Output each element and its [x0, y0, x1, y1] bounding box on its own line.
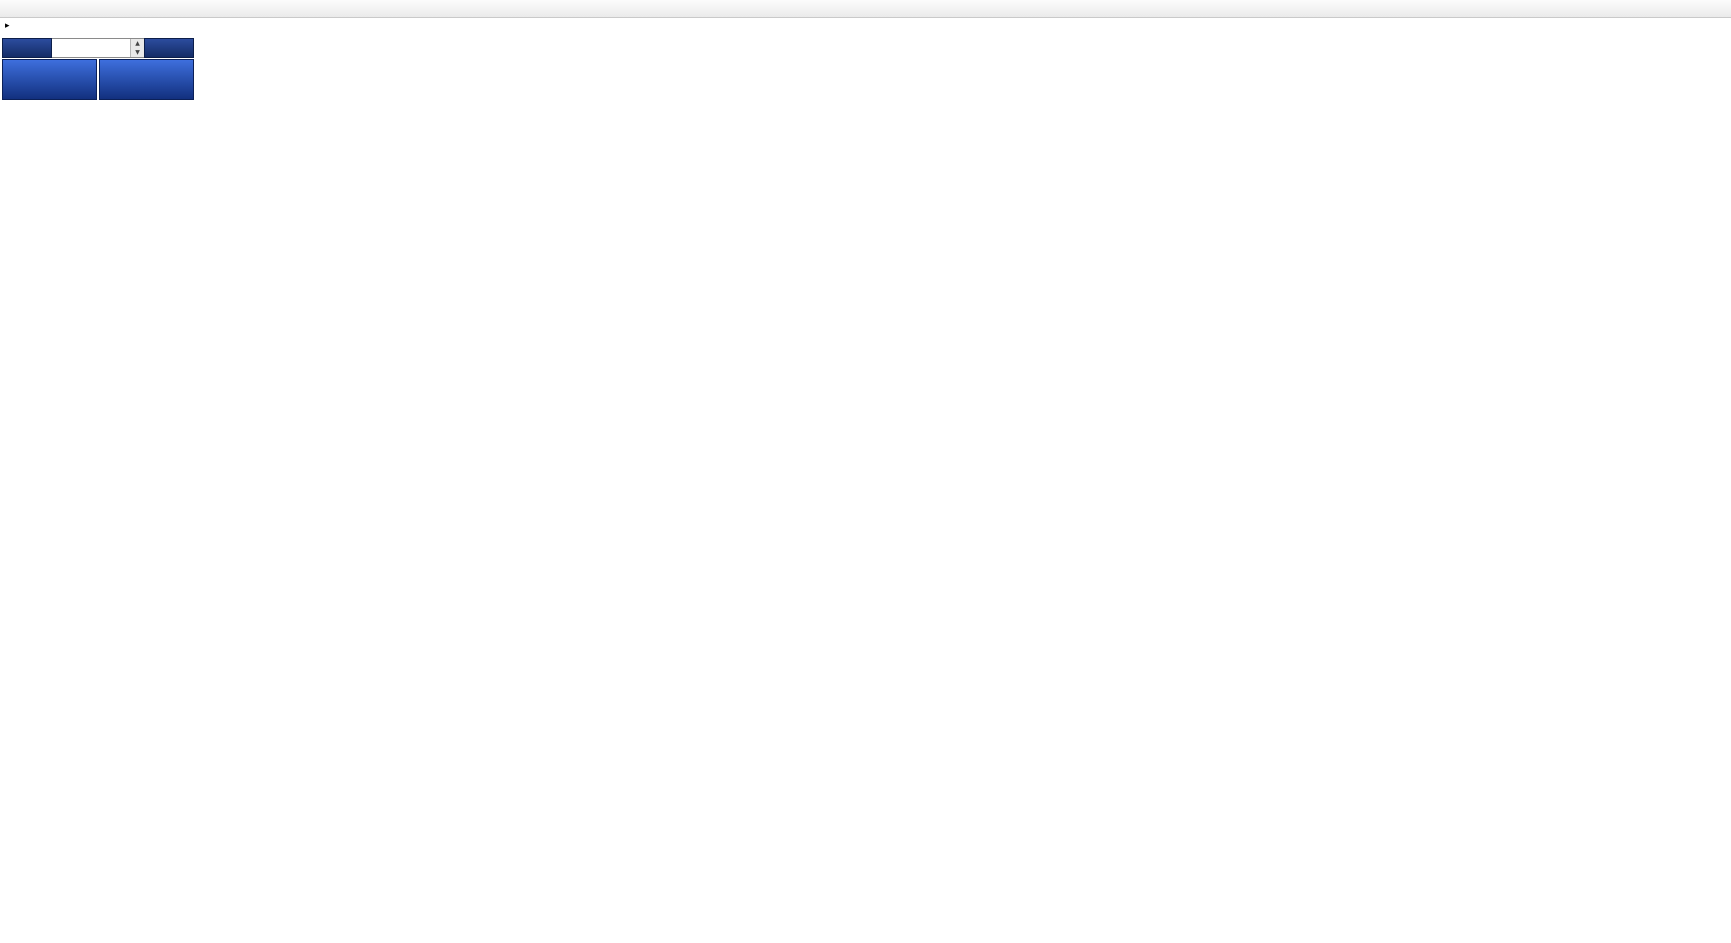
buy-button[interactable]: [144, 38, 194, 58]
toolbar: [0, 0, 1731, 18]
volume-down-button[interactable]: ▼: [131, 48, 144, 57]
sell-button[interactable]: [2, 38, 52, 58]
ask-price-button[interactable]: [99, 59, 194, 100]
trade-prices-row: [2, 59, 194, 100]
chart-symbol-icon: ▸: [5, 21, 10, 31]
volume-up-button[interactable]: ▲: [131, 39, 144, 48]
volume-spinner: ▲ ▼: [130, 39, 144, 57]
volume-box: ▲ ▼: [52, 38, 144, 58]
trade-controls-row: ▲ ▼: [2, 38, 194, 58]
one-click-trading-panel: ▲ ▼: [2, 38, 194, 100]
volume-input[interactable]: [52, 39, 130, 57]
bid-price-button[interactable]: [2, 59, 97, 100]
